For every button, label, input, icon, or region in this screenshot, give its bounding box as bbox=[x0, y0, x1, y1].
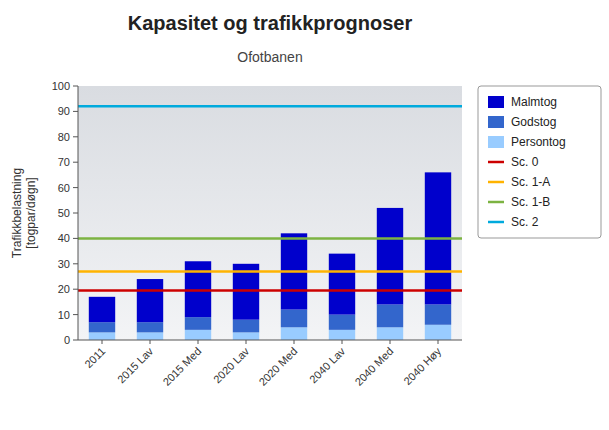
legend-swatch bbox=[488, 201, 504, 204]
y-axis-label-line: [togpar/døgn] bbox=[24, 177, 38, 248]
x-tick-label: 2040 Med bbox=[352, 345, 395, 388]
bar bbox=[425, 304, 451, 324]
y-axis: 0 10 20 30 40 50 60 70 80 90 100 bbox=[52, 80, 78, 346]
title: Kapasitet og trafikkprognoser bbox=[128, 12, 413, 34]
x-tick-label: 2040 Lav bbox=[307, 345, 348, 386]
x-tick bbox=[102, 340, 103, 344]
x-tick-label: 2015 Med bbox=[160, 345, 203, 388]
bar bbox=[89, 332, 115, 340]
legend-swatch bbox=[488, 116, 504, 128]
bar bbox=[137, 332, 163, 340]
x-tick bbox=[150, 340, 151, 344]
legend: Malmtog Godstog Persontog Sc. 0 Sc. 1-A Sc. 1… bbox=[478, 86, 601, 238]
bar bbox=[89, 297, 115, 322]
x-axis: 20112015 Lav2015 Med2020 Lav2020 Med2040… bbox=[82, 340, 444, 388]
y-tick bbox=[73, 289, 78, 290]
x-tick bbox=[198, 340, 199, 344]
bar bbox=[329, 315, 355, 330]
plot-background bbox=[78, 86, 462, 340]
legend-label: Sc. 1-B bbox=[511, 195, 550, 209]
bar bbox=[425, 325, 451, 340]
bar bbox=[329, 254, 355, 315]
y-tick-label: 0 bbox=[64, 334, 70, 346]
x-tick-label: 2011 bbox=[82, 345, 107, 370]
y-tick bbox=[73, 187, 78, 188]
x-tick bbox=[246, 340, 247, 344]
bar bbox=[185, 317, 211, 330]
y-tick-label: 100 bbox=[52, 80, 70, 92]
bar bbox=[281, 327, 307, 340]
legend-label: Persontog bbox=[511, 135, 566, 149]
y-tick bbox=[73, 238, 78, 239]
bar bbox=[137, 279, 163, 322]
legend-label: Sc. 2 bbox=[511, 215, 539, 229]
legend-swatch bbox=[488, 96, 504, 108]
legend-label: Sc. 0 bbox=[511, 155, 539, 169]
x-tick-label: 2020 Lav bbox=[211, 345, 252, 386]
y-axis-label: Trafikkbelastning[togpar/døgn] bbox=[10, 168, 38, 258]
bar bbox=[377, 304, 403, 327]
x-tick bbox=[390, 340, 391, 344]
y-tick bbox=[73, 111, 78, 112]
bar bbox=[89, 322, 115, 332]
x-tick bbox=[342, 340, 343, 344]
legend-label: Malmtog bbox=[511, 95, 557, 109]
y-tick bbox=[73, 263, 78, 264]
reference-line bbox=[78, 289, 462, 292]
x-tick-label: 2015 Lav bbox=[115, 345, 156, 386]
y-tick bbox=[73, 162, 78, 163]
legend-box bbox=[478, 86, 601, 238]
legend-swatch bbox=[488, 221, 504, 224]
y-tick bbox=[73, 86, 78, 87]
bar bbox=[137, 322, 163, 332]
y-tick-label: 60 bbox=[58, 182, 70, 194]
y-tick bbox=[73, 314, 78, 315]
legend-label: Sc. 1-A bbox=[511, 175, 550, 189]
bar bbox=[233, 332, 259, 340]
y-tick-label: 40 bbox=[58, 232, 70, 244]
bar bbox=[329, 330, 355, 340]
x-tick-label: 2040 Høy bbox=[401, 345, 444, 388]
y-tick-label: 50 bbox=[58, 207, 70, 219]
y-tick bbox=[73, 136, 78, 137]
legend-swatch bbox=[488, 161, 504, 164]
y-tick-label: 70 bbox=[58, 156, 70, 168]
bar bbox=[377, 327, 403, 340]
reference-line bbox=[78, 105, 462, 108]
bar bbox=[185, 330, 211, 340]
marks bbox=[78, 106, 462, 340]
legend-label: Godstog bbox=[511, 115, 556, 129]
chart: Kapasitet og trafikkprognoser Ofotbanen 0 1… bbox=[0, 0, 609, 430]
legend-swatch bbox=[488, 136, 504, 148]
y-axis-line bbox=[78, 86, 79, 340]
subtitle: Ofotbanen bbox=[237, 49, 302, 65]
x-tick bbox=[294, 340, 295, 344]
x-tick bbox=[438, 340, 439, 344]
y-tick bbox=[73, 213, 78, 214]
legend-swatch bbox=[488, 181, 504, 184]
reference-line bbox=[78, 237, 462, 240]
reference-line bbox=[78, 270, 462, 273]
x-axis-line bbox=[78, 340, 462, 341]
y-tick bbox=[73, 340, 78, 341]
y-tick-label: 20 bbox=[58, 283, 70, 295]
bar bbox=[281, 310, 307, 328]
y-tick-label: 80 bbox=[58, 131, 70, 143]
y-axis-label-line: Trafikkbelastning bbox=[10, 168, 24, 258]
y-tick-label: 30 bbox=[58, 258, 70, 270]
bar bbox=[185, 261, 211, 317]
x-tick-label: 2020 Med bbox=[256, 345, 299, 388]
y-tick-label: 90 bbox=[58, 105, 70, 117]
y-tick-label: 10 bbox=[58, 309, 70, 321]
bar bbox=[233, 320, 259, 333]
